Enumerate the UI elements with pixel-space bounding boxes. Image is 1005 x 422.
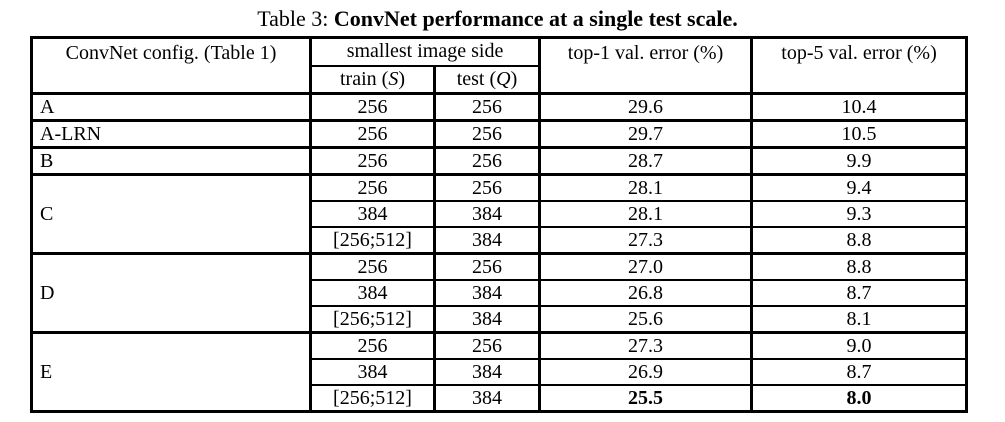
config-cell: E: [30, 331, 312, 413]
test-cell: 256: [432, 119, 542, 149]
train-label-prefix: train (: [340, 67, 389, 90]
top1-cell: 28.1: [538, 200, 754, 228]
top1-cell: 29.7: [538, 119, 754, 149]
top1-cell: 29.6: [538, 92, 754, 122]
header-train-scale: train (S): [309, 64, 436, 95]
table-row: 384 384 26.9 8.7: [32, 358, 969, 386]
test-label-suffix: ): [510, 67, 518, 90]
top5-cell: 8.0: [750, 384, 969, 413]
top1-cell: 27.0: [538, 252, 754, 281]
table-row: B 256 256 28.7 9.9: [30, 146, 969, 176]
table-body: A 256 256 29.6 10.4 A-LRN 256 256 29.7 10.5 B 256 25…: [30, 92, 969, 413]
header-config: ConvNet config. (Table 1): [30, 36, 312, 95]
top1-cell: 25.6: [538, 305, 754, 334]
train-cell: [256;512]: [309, 305, 436, 334]
top5-cell: 9.4: [750, 173, 969, 202]
header-row-2: train (S) test (Q): [32, 64, 967, 95]
table-row: [256;512] 384 27.3 8.8: [32, 226, 969, 255]
table-row: D 256 256 27.0 8.8: [30, 252, 969, 334]
top5-cell: 8.1: [750, 305, 969, 334]
table-row: C 256 256 28.1 9.4: [30, 173, 969, 255]
train-cell: 256: [309, 331, 436, 360]
header-row-1: ConvNet config. (Table 1) smallest image…: [30, 36, 969, 95]
table-row: E 256 256 27.3 9.0: [30, 331, 969, 413]
test-cell: 256: [432, 92, 542, 122]
config-cell: A: [30, 92, 312, 122]
test-cell: 256: [432, 146, 542, 176]
top5-cell: 10.4: [750, 92, 969, 122]
table-row: 384 384 28.1 9.3: [32, 200, 969, 228]
test-cell: 256: [432, 252, 542, 281]
top1-cell: 27.3: [538, 331, 754, 360]
top5-cell: 8.7: [750, 279, 969, 307]
caption-prefix: Table 3:: [257, 6, 334, 31]
top1-cell: 26.8: [538, 279, 754, 307]
table-row: 384 384 26.8 8.7: [32, 279, 969, 307]
top1-cell: 27.3: [538, 226, 754, 255]
top5-cell: 10.5: [750, 119, 969, 149]
header-top1-error: top-1 val. error (%): [538, 36, 754, 95]
top5-cell: 8.8: [750, 252, 969, 281]
train-var-S: S: [388, 67, 399, 90]
train-cell: 256: [309, 173, 436, 202]
top5-cell: 9.3: [750, 200, 969, 228]
test-cell: 384: [432, 358, 542, 386]
train-cell: 384: [309, 358, 436, 386]
train-cell: 256: [309, 92, 436, 122]
table-row: A-LRN 256 256 29.7 10.5: [30, 119, 969, 149]
top5-cell: 8.8: [750, 226, 969, 255]
top1-cell: 25.5: [538, 384, 754, 413]
train-cell: 256: [309, 119, 436, 149]
train-cell: [256;512]: [309, 384, 436, 413]
train-cell: 256: [309, 146, 436, 176]
table-row: [256;512] 384 25.5 8.0: [32, 384, 969, 413]
test-label-prefix: test (: [456, 67, 497, 90]
train-cell: 384: [309, 279, 436, 307]
train-cell: 256: [309, 252, 436, 281]
config-cell: A-LRN: [30, 119, 312, 149]
config-cell: D: [30, 252, 312, 334]
test-cell: 256: [432, 331, 542, 360]
train-cell: [256;512]: [309, 226, 436, 255]
top1-cell: 28.1: [538, 173, 754, 202]
header-smallest-image-side: smallest image side: [308, 36, 542, 67]
test-cell: 384: [432, 279, 542, 307]
test-cell: 384: [432, 384, 542, 413]
train-label-suffix: ): [398, 67, 405, 90]
config-cell: B: [30, 146, 312, 176]
top1-cell: 26.9: [538, 358, 754, 386]
test-cell: 384: [432, 226, 542, 255]
top5-cell: 9.9: [750, 146, 969, 176]
table-header: ConvNet config. (Table 1) smallest image…: [30, 36, 969, 95]
table-row: A 256 256 29.6 10.4: [30, 92, 969, 122]
top1-cell: 28.7: [538, 146, 754, 176]
caption-emphasis: ConvNet performance at a single test sca…: [333, 6, 738, 31]
results-table: ConvNet config. (Table 1) smallest image…: [30, 36, 969, 413]
config-cell: C: [30, 173, 312, 255]
top5-cell: 9.0: [750, 331, 969, 360]
test-cell: 384: [432, 200, 542, 228]
header-top5-error: top-5 val. error (%): [750, 36, 969, 95]
test-cell: 256: [432, 173, 542, 202]
table-caption: Table 3: ConvNet performance at a single…: [30, 6, 965, 32]
train-cell: 384: [309, 200, 436, 228]
test-cell: 384: [432, 305, 542, 334]
test-var-Q: Q: [496, 67, 511, 90]
header-test-scale: test (Q): [432, 64, 542, 95]
top5-cell: 8.7: [750, 358, 969, 386]
